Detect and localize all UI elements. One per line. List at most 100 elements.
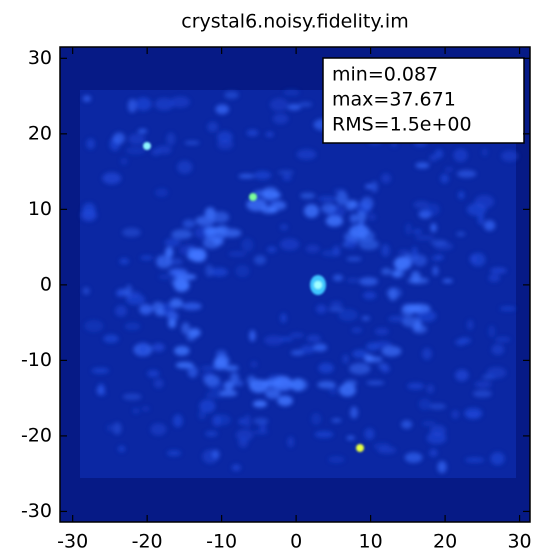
image-texture [132,407,140,414]
annotation: RMS=1.5e+00 [332,114,472,136]
image-texture [235,265,250,278]
x-tick-label: 0 [290,531,302,553]
image-texture [166,450,181,457]
image-texture [346,278,361,283]
image-texture [235,429,254,442]
image-texture [413,200,430,209]
image-texture [332,274,344,282]
image-texture [250,361,258,368]
image-texture [499,306,517,311]
image-texture [211,449,220,460]
y-tick-label: 20 [28,122,52,144]
image-texture [99,391,108,396]
image-texture [381,244,390,257]
image-texture [291,378,305,392]
image-texture [219,389,238,397]
image-texture [177,160,193,174]
image-texture [82,95,92,103]
y-tick-label: 10 [28,198,52,220]
image-texture [366,380,385,385]
image-texture [388,288,398,301]
image-texture [325,215,344,227]
image-texture [456,231,466,237]
image-texture [124,322,141,331]
image-texture [271,200,287,211]
image-texture [349,406,359,419]
annotation: max=37.671 [332,89,456,111]
image-texture [210,267,228,277]
image-texture [342,354,349,364]
image-texture [169,298,183,309]
image-texture [152,343,165,352]
image-texture [141,406,150,411]
image-texture [467,319,474,331]
image-texture [414,235,435,240]
image-texture [426,384,435,394]
chart-title: crystal6.noisy.fidelity.im [181,11,408,33]
image-texture [137,128,148,134]
image-texture [488,325,496,338]
image-texture [252,429,269,435]
image-texture [330,301,343,307]
image-texture [259,421,267,433]
image-texture [338,309,358,322]
image-texture [172,414,183,428]
image-texture [164,238,181,247]
image-texture [231,464,241,471]
image-texture [156,254,172,269]
image-texture [155,188,169,197]
image-texture [270,98,289,112]
image-texture [273,375,292,387]
image-texture [207,226,225,234]
image-texture [300,192,316,199]
image-texture [86,138,96,150]
image-texture [356,210,367,223]
image-texture [252,400,268,408]
image-texture [338,383,356,397]
x-tick-label: 20 [433,531,457,553]
image-texture [244,414,251,428]
image-texture [356,444,364,452]
image-texture [486,366,507,379]
image-texture [346,435,355,441]
image-texture [437,460,447,474]
image-texture [198,410,206,420]
image-texture [418,210,433,215]
image-texture [360,230,375,241]
image-texture [249,379,269,393]
image-texture [253,255,267,265]
image-texture [407,277,429,285]
image-texture [430,223,437,233]
image-texture [177,282,190,290]
image-texture [370,181,378,193]
image-texture [175,361,194,369]
image-texture [491,344,505,356]
image-texture [393,256,412,271]
image-texture [405,223,412,235]
image-texture [393,270,402,278]
y-tick-label: -10 [21,349,52,371]
image-texture [311,413,322,425]
image-texture [381,345,402,357]
image-texture [128,290,141,299]
image-texture [114,305,128,317]
y-tick-label: -20 [21,424,52,446]
image-texture [346,256,362,262]
image-texture [314,281,322,289]
image-texture [303,204,320,218]
x-tick-label: -30 [57,531,88,553]
image-texture [253,170,272,180]
image-texture [317,196,338,202]
annotation: min=0.087 [332,64,438,86]
image-texture [139,341,148,355]
image-texture [205,430,218,437]
image-texture [361,315,371,321]
image-texture [112,422,122,435]
image-texture [481,148,488,157]
image-texture [466,411,480,419]
image-texture [377,446,397,454]
image-texture [229,372,240,383]
image-texture [459,337,471,344]
image-texture [387,315,408,322]
